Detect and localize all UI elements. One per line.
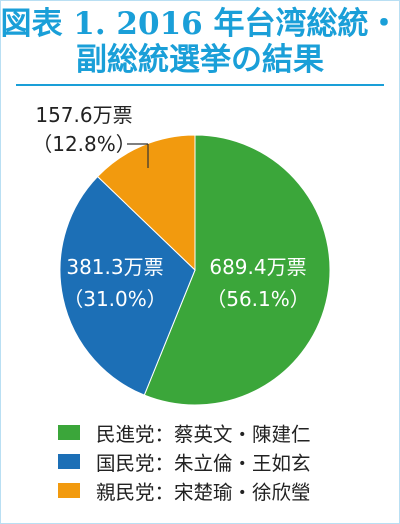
title-underline (16, 84, 384, 86)
legend-swatch-pfp (58, 483, 80, 498)
legend-swatch-dpp (58, 425, 80, 440)
slice-votes-label-kmt: 381.3万票 (66, 255, 163, 279)
chart-title: 図表 1. 2016 年台湾総統・ 副総統選挙の結果 (0, 6, 400, 78)
legend-label-dpp: 民進党：蔡英文・陳建仁 (96, 423, 311, 446)
pie-slice-kmt (59, 175, 196, 396)
legend-label-kmt: 国民党：朱立倫・王如玄 (96, 452, 311, 475)
slice-votes-label-dpp: 689.4万票 (209, 255, 306, 279)
slice-votes-label-pfp: 157.6万票 (35, 103, 132, 127)
legend-item-pfp: 親民党：宋楚瑜・徐欣瑩 (58, 476, 311, 505)
legend-item-kmt: 国民党：朱立倫・王如玄 (58, 447, 311, 476)
legend-item-dpp: 民進党：蔡英文・陳建仁 (58, 418, 311, 447)
pie-chart: 689.4万票 （56.1%） 381.3万票 （31.0%） 157.6万票 （12.8… (32, 103, 331, 406)
chart-title-line-1: 図表 1. 2016 年台湾総統・ (0, 6, 400, 42)
pie-slice-dpp (143, 134, 331, 406)
legend-label-pfp: 親民党：宋楚瑜・徐欣瑩 (96, 481, 311, 504)
pie-slice-pfp (96, 134, 196, 272)
slice-percent-label-dpp: （56.1%） (206, 287, 310, 311)
legend-swatch-kmt (58, 454, 80, 469)
legend: 民進党：蔡英文・陳建仁 国民党：朱立倫・王如玄 親民党：宋楚瑜・徐欣瑩 (58, 418, 311, 505)
slice-percent-label-kmt: （31.0%） (63, 287, 167, 311)
slice-percent-label-pfp: （12.8%） (32, 132, 136, 156)
chart-title-line-2: 副総統選挙の結果 (76, 42, 324, 78)
